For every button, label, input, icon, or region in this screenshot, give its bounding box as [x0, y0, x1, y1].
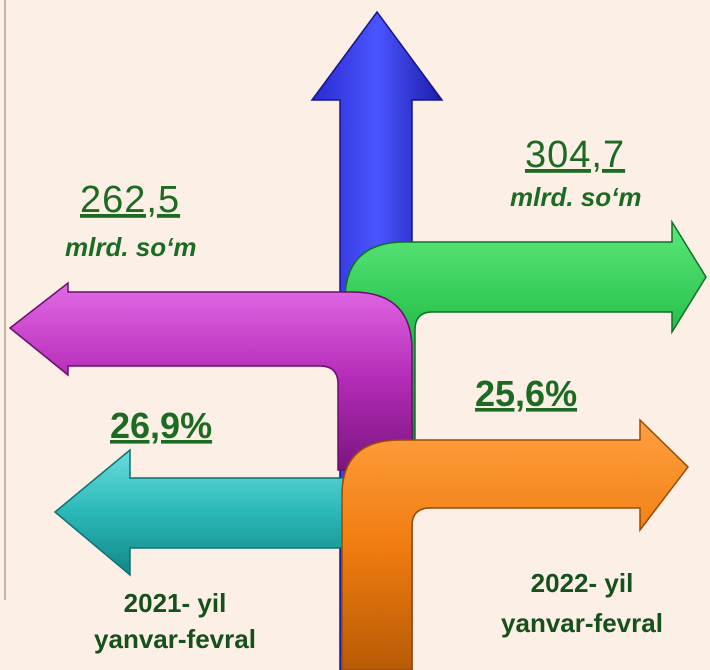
right-period-year: 2022- yil — [531, 568, 634, 598]
right-amount: 304,7 — [525, 134, 625, 176]
magenta-arrow — [8, 281, 413, 471]
left-amount: 262,5 — [80, 179, 180, 221]
left-percent: 26,9% — [110, 405, 212, 446]
right-percent: 25,6% — [475, 373, 577, 414]
green-arrow — [344, 219, 707, 441]
teal-arrow — [53, 448, 349, 577]
orange-arrow — [341, 418, 689, 670]
left-unit: mlrd. so‘m — [65, 232, 196, 262]
right-unit: mlrd. so‘m — [510, 182, 641, 212]
left-period-months: yanvar-fevral — [94, 624, 256, 654]
left-period-year: 2021- yil — [124, 588, 227, 618]
right-period-months: yanvar-fevral — [501, 608, 663, 638]
